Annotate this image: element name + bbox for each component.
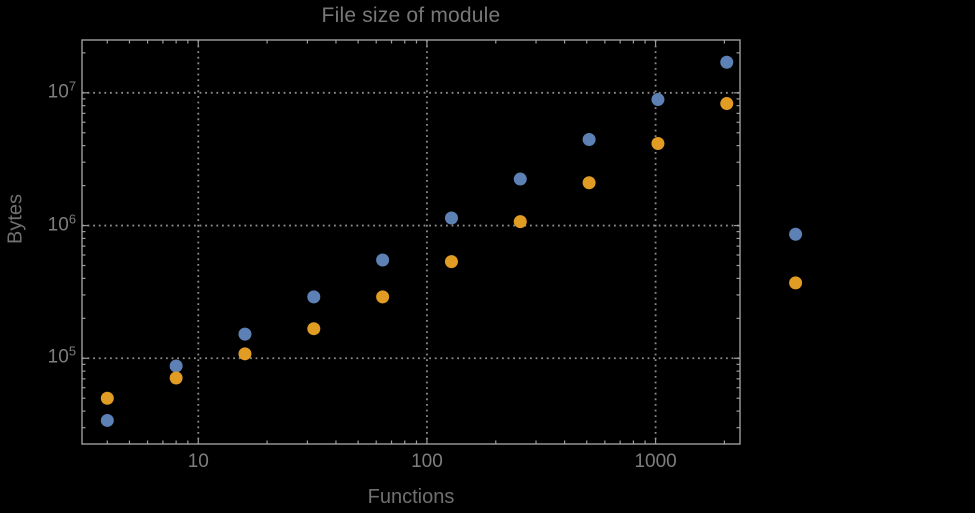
data-point-series-blue xyxy=(444,211,458,225)
data-point-series-orange xyxy=(376,290,390,304)
data-point-series-orange xyxy=(444,255,458,269)
data-point-series-orange xyxy=(651,137,665,151)
data-point-series-blue xyxy=(307,290,321,304)
data-point-series-blue xyxy=(100,413,114,427)
x-tick-label: 100 xyxy=(411,451,443,472)
data-point-series-orange xyxy=(582,176,596,190)
chart-title: File size of module xyxy=(321,4,501,27)
x-tick-label: 10 xyxy=(187,451,209,472)
data-point-series-blue xyxy=(238,327,252,341)
data-point-series-blue xyxy=(169,359,183,373)
data-point-series-blue xyxy=(720,55,734,69)
data-point-series-blue xyxy=(789,227,803,241)
y-tick-label: 105 xyxy=(47,343,76,369)
y-tick-label: 106 xyxy=(47,210,76,236)
data-point-series-orange xyxy=(513,215,527,229)
data-point-series-blue xyxy=(651,93,665,107)
data-point-series-blue xyxy=(513,172,527,186)
x-axis-label: Functions xyxy=(367,486,455,508)
data-point-series-blue xyxy=(376,253,390,267)
data-point-series-orange xyxy=(169,371,183,385)
data-point-series-blue xyxy=(582,132,596,146)
data-point-series-orange xyxy=(100,391,114,405)
y-tick-label: 107 xyxy=(47,78,76,103)
x-tick-label: 1000 xyxy=(634,451,677,472)
data-point-series-orange xyxy=(307,322,321,336)
data-point-series-orange xyxy=(720,97,734,111)
data-point-series-orange xyxy=(238,347,252,361)
data-point-series-orange xyxy=(789,276,803,290)
plot-frame xyxy=(81,39,741,445)
